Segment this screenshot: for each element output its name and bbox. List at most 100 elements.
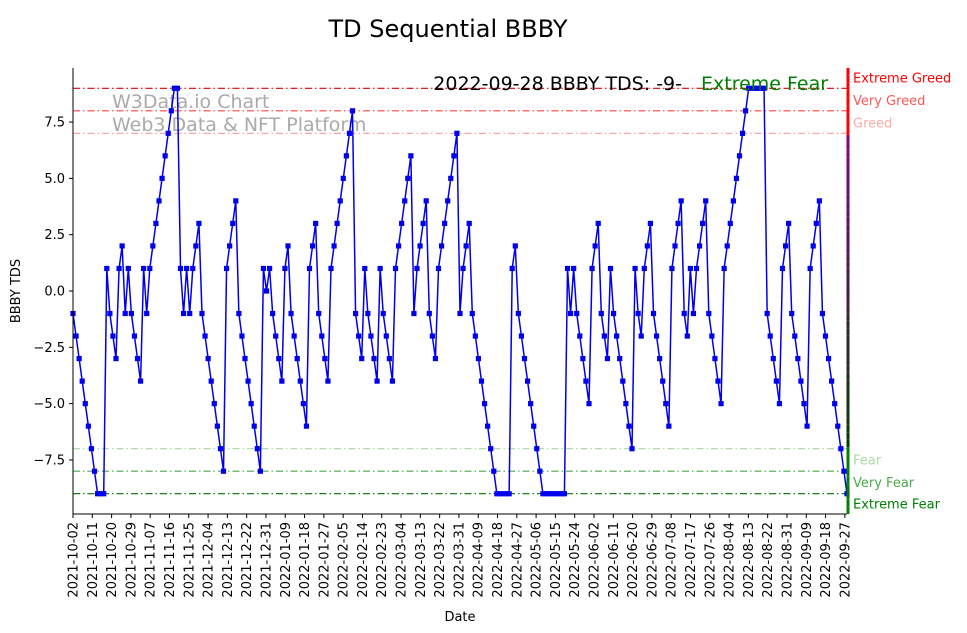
data-point: [610, 310, 617, 317]
data-point: [478, 378, 485, 384]
data-point: [543, 491, 549, 497]
data-point: [395, 243, 402, 249]
data-point: [328, 265, 334, 272]
data-point: [316, 310, 322, 317]
data-point: [107, 310, 113, 317]
data-point: [193, 243, 199, 249]
x-tick-label: 2021-10-20: [105, 522, 120, 598]
data-point: [180, 310, 187, 317]
data-point: [592, 243, 598, 249]
data-point: [116, 265, 122, 272]
y-tick-label: 2.5: [44, 228, 65, 243]
data-point: [263, 288, 270, 294]
data-point: [623, 401, 629, 407]
data-point: [245, 378, 251, 384]
data-point: [199, 310, 205, 317]
data-point: [460, 265, 466, 272]
data-point: [137, 378, 144, 384]
x-tick-label: 2021-12-31: [259, 522, 274, 598]
data-point: [488, 446, 494, 452]
x-tick-label: 2022-03-22: [433, 522, 448, 598]
data-point: [217, 446, 224, 452]
data-point: [101, 491, 107, 497]
data-point: [162, 153, 168, 159]
data-point: [724, 243, 730, 249]
data-point: [792, 333, 798, 339]
data-point: [564, 265, 571, 272]
data-point: [779, 265, 786, 272]
y-tick-label: −2.5: [33, 341, 65, 356]
data-point: [79, 378, 85, 384]
data-point: [73, 333, 79, 339]
data-point: [577, 333, 583, 339]
data-point: [91, 468, 98, 474]
x-tick-label: 2022-05-15: [549, 522, 564, 598]
data-point: [380, 310, 386, 317]
data-point: [346, 130, 353, 136]
data-point: [429, 333, 435, 339]
data-point: [816, 198, 822, 204]
data-point: [125, 265, 131, 272]
data-point: [451, 153, 457, 159]
data-point: [561, 491, 568, 497]
data-point: [589, 265, 595, 272]
data-point: [223, 265, 230, 272]
x-tick-label: 2022-03-13: [414, 522, 429, 598]
x-tick-label: 2022-04-18: [491, 522, 506, 598]
data-point: [423, 198, 429, 204]
data-point: [156, 198, 162, 204]
x-tick-label: 2022-08-22: [761, 522, 776, 598]
data-point: [177, 265, 184, 272]
data-point: [801, 401, 807, 407]
data-point: [657, 355, 663, 362]
data-point: [141, 265, 147, 272]
data-point: [758, 85, 764, 91]
data-point: [807, 265, 813, 272]
data-point: [635, 310, 641, 317]
data-point: [279, 378, 285, 384]
data-point: [94, 491, 101, 497]
data-point: [309, 243, 316, 249]
data-point: [371, 355, 377, 362]
data-point: [196, 220, 202, 227]
data-point: [211, 401, 217, 407]
data-point: [500, 491, 506, 497]
y-tick-label: 7.5: [44, 116, 65, 131]
data-point: [190, 265, 196, 272]
x-tick-label: 2021-10-02: [67, 522, 82, 598]
data-point: [549, 491, 555, 497]
x-tick-label: 2021-10-11: [86, 522, 101, 598]
x-ticks: 2021-10-02 2021-10-11 2021-10-20 2021-10-29…: [67, 514, 853, 598]
data-point: [472, 333, 478, 339]
data-point: [819, 310, 826, 317]
data-point: [242, 355, 248, 362]
data-point: [703, 198, 709, 204]
data-point: [580, 355, 586, 362]
data-point: [159, 175, 165, 181]
data-point: [236, 310, 242, 317]
y-tick-label: −7.5: [33, 453, 65, 468]
data-point: [693, 265, 700, 272]
data-point: [528, 401, 534, 407]
data-point: [276, 355, 282, 362]
data-point: [408, 153, 414, 159]
data-point: [546, 491, 552, 497]
y-ticks: −7.5 −5.0 −2.5 0.0 2.5 5.0 7.5: [33, 116, 73, 468]
data-point: [171, 85, 177, 91]
data-point: [463, 243, 469, 249]
data-point: [773, 378, 779, 384]
data-point: [586, 401, 592, 407]
data-point: [251, 423, 257, 429]
x-tick-label: 2022-06-02: [588, 522, 603, 598]
data-point: [595, 220, 601, 227]
data-point: [494, 491, 500, 497]
data-point: [414, 265, 420, 272]
level-label-extreme-fear: Extreme Fear: [853, 498, 941, 513]
data-point: [653, 333, 660, 339]
data-point: [521, 355, 528, 362]
data-point: [764, 310, 770, 317]
data-point: [248, 401, 254, 407]
data-point: [322, 355, 328, 362]
data-point: [776, 401, 783, 407]
data-point: [285, 243, 291, 249]
